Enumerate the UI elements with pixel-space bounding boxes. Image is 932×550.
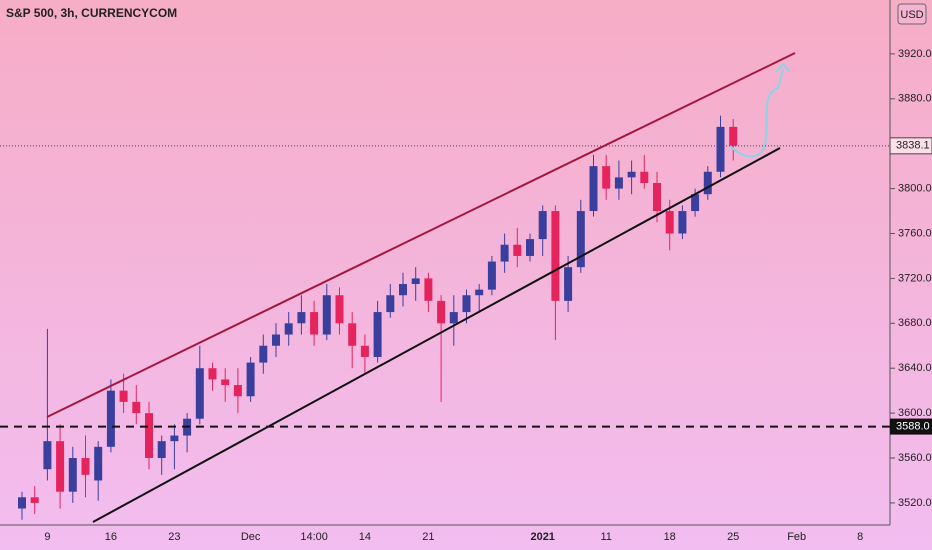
candle-body bbox=[310, 312, 319, 335]
candle-body bbox=[665, 211, 674, 234]
currency-box bbox=[897, 3, 927, 25]
candle-body bbox=[322, 295, 331, 335]
level-tag bbox=[890, 418, 932, 435]
candle-body bbox=[513, 244, 522, 256]
y-tick-label: 3680.0 bbox=[898, 317, 932, 329]
candle-body bbox=[424, 278, 433, 301]
candle-body bbox=[538, 211, 547, 240]
candle-body bbox=[602, 166, 611, 189]
candle-body bbox=[233, 385, 242, 397]
x-tick-label: 18 bbox=[664, 531, 676, 543]
candle-body bbox=[145, 413, 153, 459]
candle-body bbox=[246, 362, 255, 397]
y-tick-label: 3920.0 bbox=[898, 48, 932, 60]
candle-body bbox=[487, 261, 496, 290]
plot bbox=[18, 115, 738, 520]
x-tick-label: Feb bbox=[787, 531, 806, 543]
candle-body bbox=[462, 295, 471, 313]
candle-body bbox=[284, 323, 293, 335]
candle-body bbox=[208, 368, 217, 380]
y-tick-label: 3800.0 bbox=[898, 182, 932, 194]
candle-body bbox=[716, 126, 725, 172]
x-tick-label: 11 bbox=[600, 531, 611, 543]
x-tick-label: 14 bbox=[359, 531, 371, 543]
y-tick-label: 3560.0 bbox=[898, 452, 932, 464]
candle-body bbox=[272, 334, 280, 346]
candle-body bbox=[653, 182, 661, 212]
candle-body bbox=[259, 345, 268, 363]
x-tick-label: 9 bbox=[44, 531, 50, 543]
currency-label: USD bbox=[900, 9, 923, 21]
candle-body bbox=[627, 171, 636, 178]
candle-body bbox=[678, 211, 687, 234]
y-tick-label: 3720.0 bbox=[898, 272, 932, 284]
x-tick-label: 16 bbox=[105, 531, 117, 543]
candle-body bbox=[157, 441, 166, 459]
candle-body bbox=[43, 441, 52, 470]
candle-body bbox=[132, 401, 141, 414]
y-tick-label: 3600.0 bbox=[898, 407, 932, 419]
candle-body bbox=[399, 284, 407, 296]
candle-body bbox=[729, 126, 738, 146]
candle-body bbox=[106, 390, 115, 447]
x-tick-label: 23 bbox=[168, 531, 180, 543]
projection-arrow bbox=[729, 62, 791, 158]
candle-body bbox=[119, 390, 128, 402]
resistance-trendline bbox=[46, 52, 796, 418]
candle-body bbox=[297, 312, 306, 324]
level-label: 3588.0 bbox=[896, 420, 930, 432]
x-tick-label: 21 bbox=[422, 531, 434, 543]
candle-body bbox=[475, 289, 484, 296]
x-tick-label: 8 bbox=[857, 531, 863, 543]
x-tick-label: Dec bbox=[241, 531, 261, 543]
candle-body bbox=[691, 194, 700, 212]
candle-body bbox=[411, 278, 420, 285]
candle-body bbox=[195, 368, 204, 419]
candle-body bbox=[500, 244, 509, 262]
candle-body bbox=[18, 497, 26, 509]
last-price-label: 3838.1 bbox=[896, 140, 930, 152]
candle-body bbox=[81, 458, 90, 475]
candle-body bbox=[335, 295, 344, 324]
candle-body bbox=[221, 379, 230, 386]
last-price-tag bbox=[889, 137, 932, 155]
x-tick-label: 2021 bbox=[530, 531, 554, 543]
candle-body bbox=[449, 312, 458, 324]
candle-body bbox=[386, 295, 395, 313]
candle-body bbox=[576, 211, 585, 268]
candle-body bbox=[703, 171, 712, 195]
y-tick-label: 3640.0 bbox=[898, 362, 932, 374]
candle-body bbox=[589, 166, 598, 212]
chart-title: S&P 500, 3h, CURRENCYCOM bbox=[6, 6, 177, 20]
candle-body bbox=[170, 435, 179, 442]
candle-body bbox=[348, 323, 357, 346]
candle-body bbox=[94, 446, 103, 481]
candle-body bbox=[551, 211, 560, 301]
candle-body bbox=[56, 441, 65, 492]
candle-body bbox=[640, 171, 649, 183]
candle-body bbox=[437, 300, 446, 324]
x-tick-label: 14:00 bbox=[300, 531, 328, 543]
y-tick-label: 3520.0 bbox=[898, 497, 932, 509]
y-tick-label: 3760.0 bbox=[898, 227, 932, 239]
support-trendline bbox=[92, 147, 781, 523]
candle-body bbox=[30, 497, 39, 503]
candle-body bbox=[68, 458, 77, 492]
candle-body bbox=[373, 312, 382, 357]
candle-body bbox=[564, 267, 573, 301]
candle-body bbox=[614, 177, 623, 189]
y-tick-label: 3880.0 bbox=[898, 93, 932, 105]
x-tick-label: 25 bbox=[727, 531, 739, 543]
candle-body bbox=[526, 239, 534, 256]
candle-body bbox=[360, 345, 369, 357]
